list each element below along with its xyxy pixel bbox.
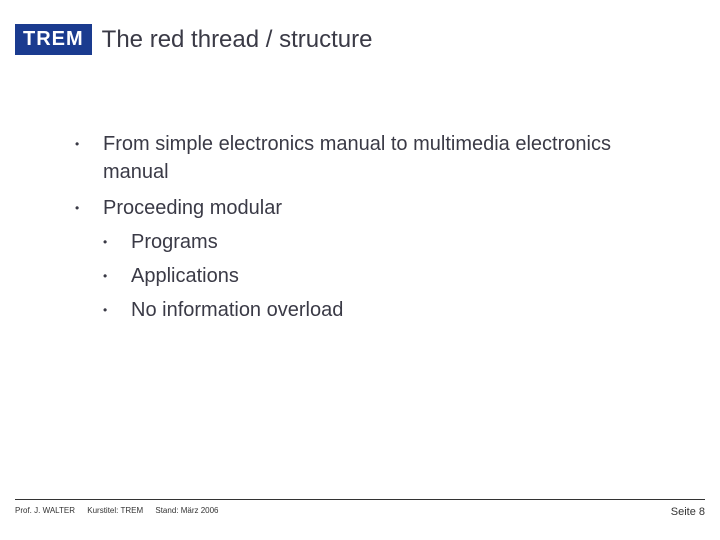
list-item: From simple electronics manual to multim… [75, 130, 680, 186]
content: From simple electronics manual to multim… [75, 130, 680, 332]
footer-page: Seite 8 [671, 506, 705, 518]
list-item-text: Programs [131, 231, 218, 253]
list-item: No information overload [103, 296, 680, 324]
list-item-text: No information overload [131, 299, 343, 321]
footer: Prof. J. WALTER Kurstitel: TREM Stand: M… [15, 499, 705, 518]
list-item-text: From simple electronics manual to multim… [103, 133, 611, 183]
footer-course: Kurstitel: TREM [87, 506, 143, 515]
slide: TREM The red thread / structure From sim… [0, 0, 720, 540]
header: TREM The red thread / structure [15, 24, 372, 55]
list-item: Programs [103, 228, 680, 256]
slide-title: The red thread / structure [102, 26, 373, 54]
list-item: Applications [103, 262, 680, 290]
sub-list: Programs Applications No information ove… [103, 228, 680, 324]
bullet-list: From simple electronics manual to multim… [75, 130, 680, 324]
footer-author: Prof. J. WALTER [15, 506, 75, 515]
list-item-text: Proceeding modular [103, 197, 282, 219]
footer-row: Prof. J. WALTER Kurstitel: TREM Stand: M… [15, 506, 705, 518]
footer-date: Stand: März 2006 [155, 506, 218, 515]
footer-divider [15, 499, 705, 500]
list-item: Proceeding modular Programs Applications… [75, 194, 680, 324]
brand-badge: TREM [15, 24, 92, 55]
list-item-text: Applications [131, 265, 239, 287]
footer-left: Prof. J. WALTER Kurstitel: TREM Stand: M… [15, 506, 229, 518]
